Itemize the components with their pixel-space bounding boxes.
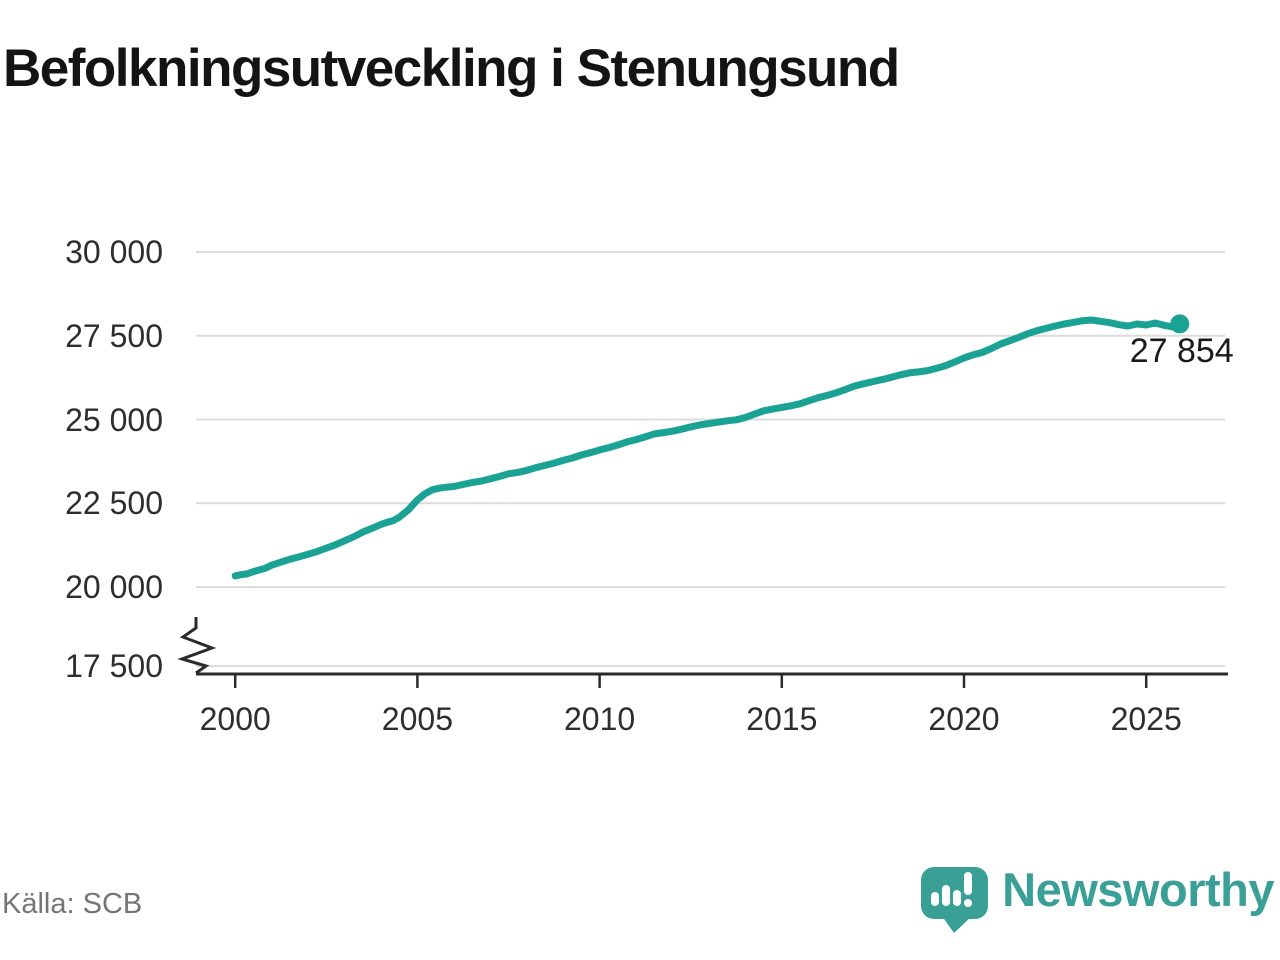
logo-bar-3	[953, 890, 962, 906]
x-tick-label: 2010	[564, 701, 636, 737]
y-tick-label: 27 500	[65, 317, 163, 354]
end-value-label: 27 854	[1129, 331, 1234, 370]
y-tick-label: 22 500	[65, 485, 163, 522]
x-tick-label: 2000	[199, 701, 271, 737]
end-point-dot	[1170, 314, 1190, 334]
x-axis-ticks	[233, 674, 1148, 688]
logo-exclamation-bar	[964, 872, 973, 895]
y-tick-label: 17 500	[65, 648, 163, 684]
x-tick-label: 2015	[746, 701, 818, 737]
y-tick-label: 25 000	[65, 401, 163, 438]
page-title: Befolkningsutveckling i Stenungsund	[3, 39, 900, 98]
newsworthy-wordmark: Newsworthy	[1002, 863, 1274, 916]
gridlines	[196, 251, 1225, 667]
logo-bar-2	[942, 885, 951, 906]
x-tick-label: 2020	[928, 701, 1000, 737]
x-tick-label: 2025	[1110, 701, 1182, 737]
newsworthy-brand: Newsworthy	[914, 858, 1274, 934]
y-tick-label: 30 000	[65, 234, 163, 270]
series-line	[231, 316, 1184, 580]
axis-break-icon	[177, 617, 217, 675]
x-tick-label: 2005	[381, 701, 453, 737]
population-line-chart	[177, 251, 1228, 688]
logo-bar-1	[931, 892, 940, 906]
y-tick-label: 20 000	[65, 569, 163, 605]
logo-exclamation-dot	[964, 899, 973, 907]
source-note: Källa: SCB	[2, 888, 143, 920]
newsworthy-logo-icon	[921, 867, 989, 933]
